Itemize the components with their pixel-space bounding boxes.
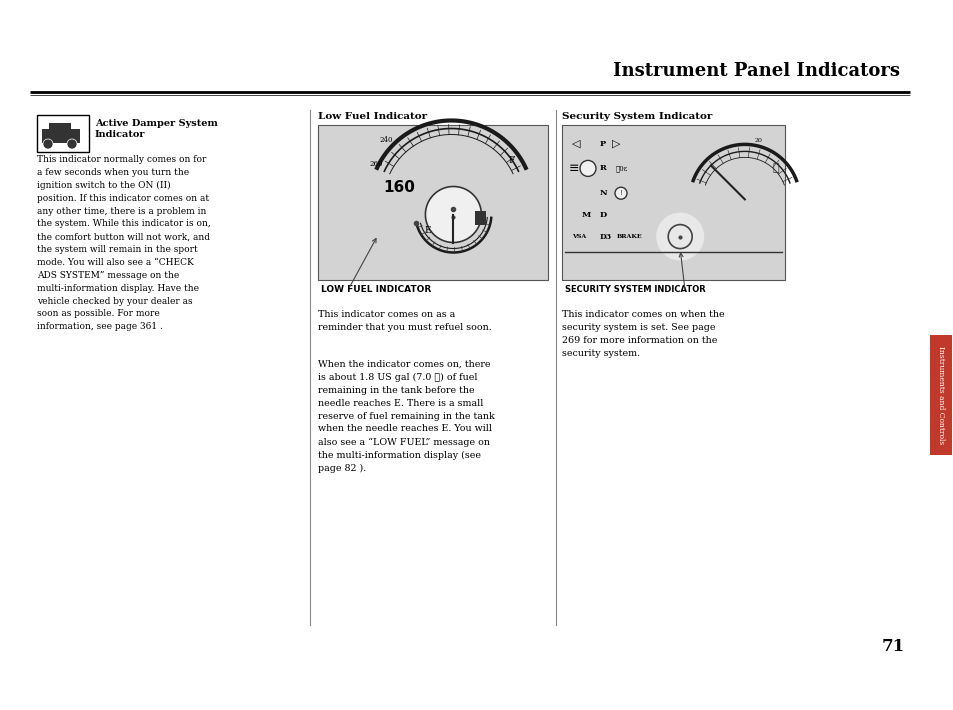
Text: When the indicator comes on, there
is about 1.8 US gal (7.0 ℓ) of fuel
remaining: When the indicator comes on, there is ab… [317, 360, 495, 473]
Text: D3: D3 [599, 233, 612, 241]
Text: 160: 160 [383, 180, 415, 195]
Text: Instruments and Controls: Instruments and Controls [936, 346, 944, 444]
Circle shape [67, 139, 77, 149]
Polygon shape [425, 187, 481, 243]
Text: VSA: VSA [572, 234, 586, 239]
Text: This indicator comes on when the
security system is set. See page
269 for more i: This indicator comes on when the securit… [561, 310, 724, 358]
Text: SECURITY SYSTEM INDICATOR: SECURITY SYSTEM INDICATOR [564, 285, 705, 294]
Bar [37, 115, 89, 152]
Text: N: N [599, 189, 607, 197]
Bar [475, 210, 486, 224]
Text: R: R [599, 165, 606, 173]
Circle shape [579, 160, 596, 176]
Text: This indicator normally comes on for
a few seconds when you turn the
ignition sw: This indicator normally comes on for a f… [37, 155, 211, 332]
Text: Active Damper System: Active Damper System [95, 119, 217, 128]
Circle shape [615, 187, 626, 200]
Text: M: M [581, 211, 591, 219]
Bar [49, 123, 71, 132]
Bar [317, 125, 547, 280]
Text: Instrument Panel Indicators: Instrument Panel Indicators [613, 62, 899, 80]
Text: !: ! [618, 190, 621, 196]
Text: LOW FUEL INDICATOR: LOW FUEL INDICATOR [320, 285, 431, 294]
Circle shape [656, 212, 703, 261]
Text: ⚿: ⚿ [772, 163, 779, 173]
Text: 71: 71 [881, 638, 904, 655]
Text: Low Fuel Indicator: Low Fuel Indicator [317, 112, 427, 121]
Circle shape [43, 139, 53, 149]
Text: ≡: ≡ [568, 162, 578, 175]
Bar [929, 335, 951, 455]
Text: ⋙0ε: ⋙0ε [616, 165, 628, 173]
Bar [42, 129, 80, 143]
Text: P: P [599, 140, 605, 148]
Text: D: D [599, 211, 607, 219]
Text: E: E [424, 226, 430, 235]
Text: Indicator: Indicator [95, 130, 146, 139]
Text: F: F [508, 156, 514, 165]
Text: ◁: ◁ [572, 138, 579, 148]
Bar [561, 125, 784, 280]
Text: 20: 20 [754, 138, 761, 143]
Text: 240: 240 [379, 136, 393, 145]
Text: BRAKE: BRAKE [617, 234, 642, 239]
Text: This indicator comes on as a
reminder that you must refuel soon.: This indicator comes on as a reminder th… [317, 310, 491, 332]
Text: ▷: ▷ [612, 138, 619, 148]
Text: Security System Indicator: Security System Indicator [561, 112, 712, 121]
Text: 260: 260 [369, 160, 383, 168]
